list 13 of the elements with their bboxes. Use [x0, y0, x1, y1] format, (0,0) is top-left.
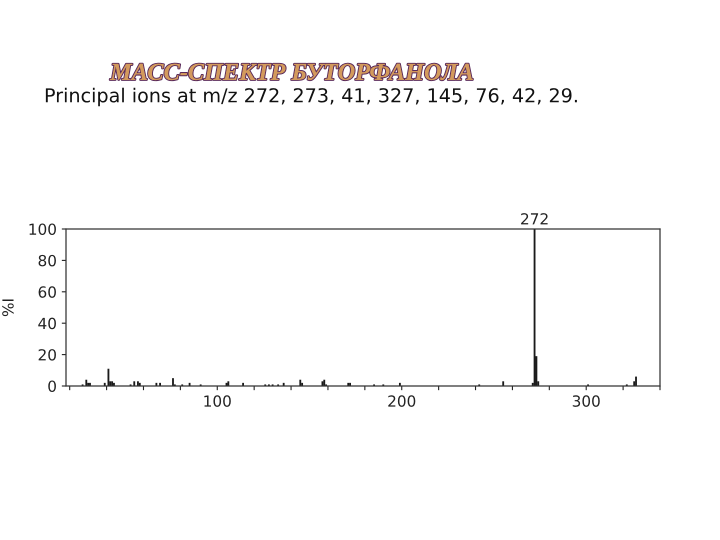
- y-tick-label: 80: [38, 254, 56, 266]
- y-tick-label: 20: [38, 349, 56, 361]
- x-tick-label: 300: [572, 395, 600, 407]
- annotation: 272: [521, 213, 548, 224]
- x-tick-label: 100: [204, 395, 231, 407]
- y-tick-label: 40: [38, 318, 56, 330]
- y-tick-label: 60: [38, 286, 56, 298]
- y-axis-title: %I: [2, 299, 14, 316]
- chart-title: МАСС-СПЕКТР БУТОРФАНОЛА: [110, 64, 473, 80]
- chart-subtitle: Principal ions at m/z 272, 273, 41, 327, 145, 76, 42, 29.: [46, 88, 577, 106]
- y-tick-label: 100: [29, 223, 56, 236]
- x-tick-label: 200: [388, 395, 416, 407]
- y-tick-label: 0: [48, 380, 56, 392]
